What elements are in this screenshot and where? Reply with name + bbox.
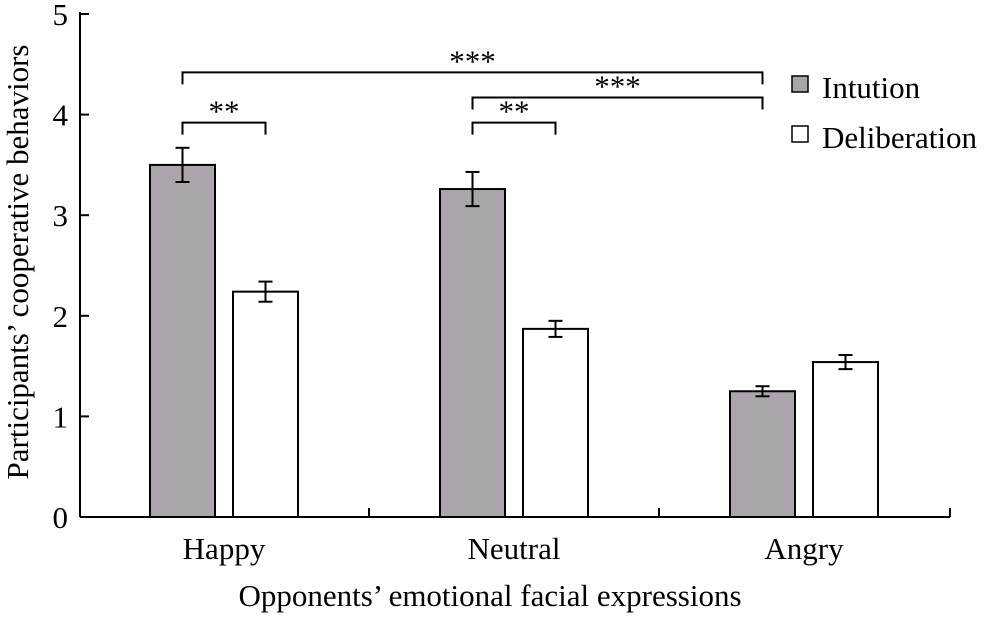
significance-label: *** — [449, 43, 496, 78]
y-tick-label: 1 — [53, 399, 69, 434]
y-tick-label: 4 — [53, 98, 69, 133]
bar — [439, 188, 506, 518]
y-tick-label: 3 — [53, 198, 69, 233]
category-label: Neutral — [468, 531, 561, 566]
bar — [729, 390, 796, 518]
bar — [812, 361, 879, 518]
category-label: Happy — [183, 531, 266, 566]
legend-swatch — [791, 75, 809, 93]
significance-bracket — [471, 121, 557, 135]
x-axis-label: Opponents’ emotional facial expressions — [238, 578, 741, 613]
y-tick-label: 5 — [53, 0, 69, 32]
category-label: Angry — [764, 531, 844, 566]
bar — [232, 290, 299, 518]
significance-bracket — [181, 71, 764, 85]
legend-swatch — [791, 125, 809, 143]
legend-label: Deliberation — [822, 120, 977, 155]
significance-label: ** — [499, 94, 530, 129]
y-tick-label: 2 — [53, 299, 69, 334]
significance-label: ** — [209, 94, 240, 129]
bar — [149, 163, 216, 518]
legend-label: Intution — [822, 70, 921, 105]
significance-label: *** — [594, 68, 641, 103]
significance-bracket — [471, 96, 764, 110]
significance-bracket — [181, 121, 267, 135]
y-axis-label: Participants’ cooperative behaviors — [0, 45, 35, 480]
bar — [522, 327, 589, 518]
y-tick-label: 0 — [53, 500, 69, 535]
